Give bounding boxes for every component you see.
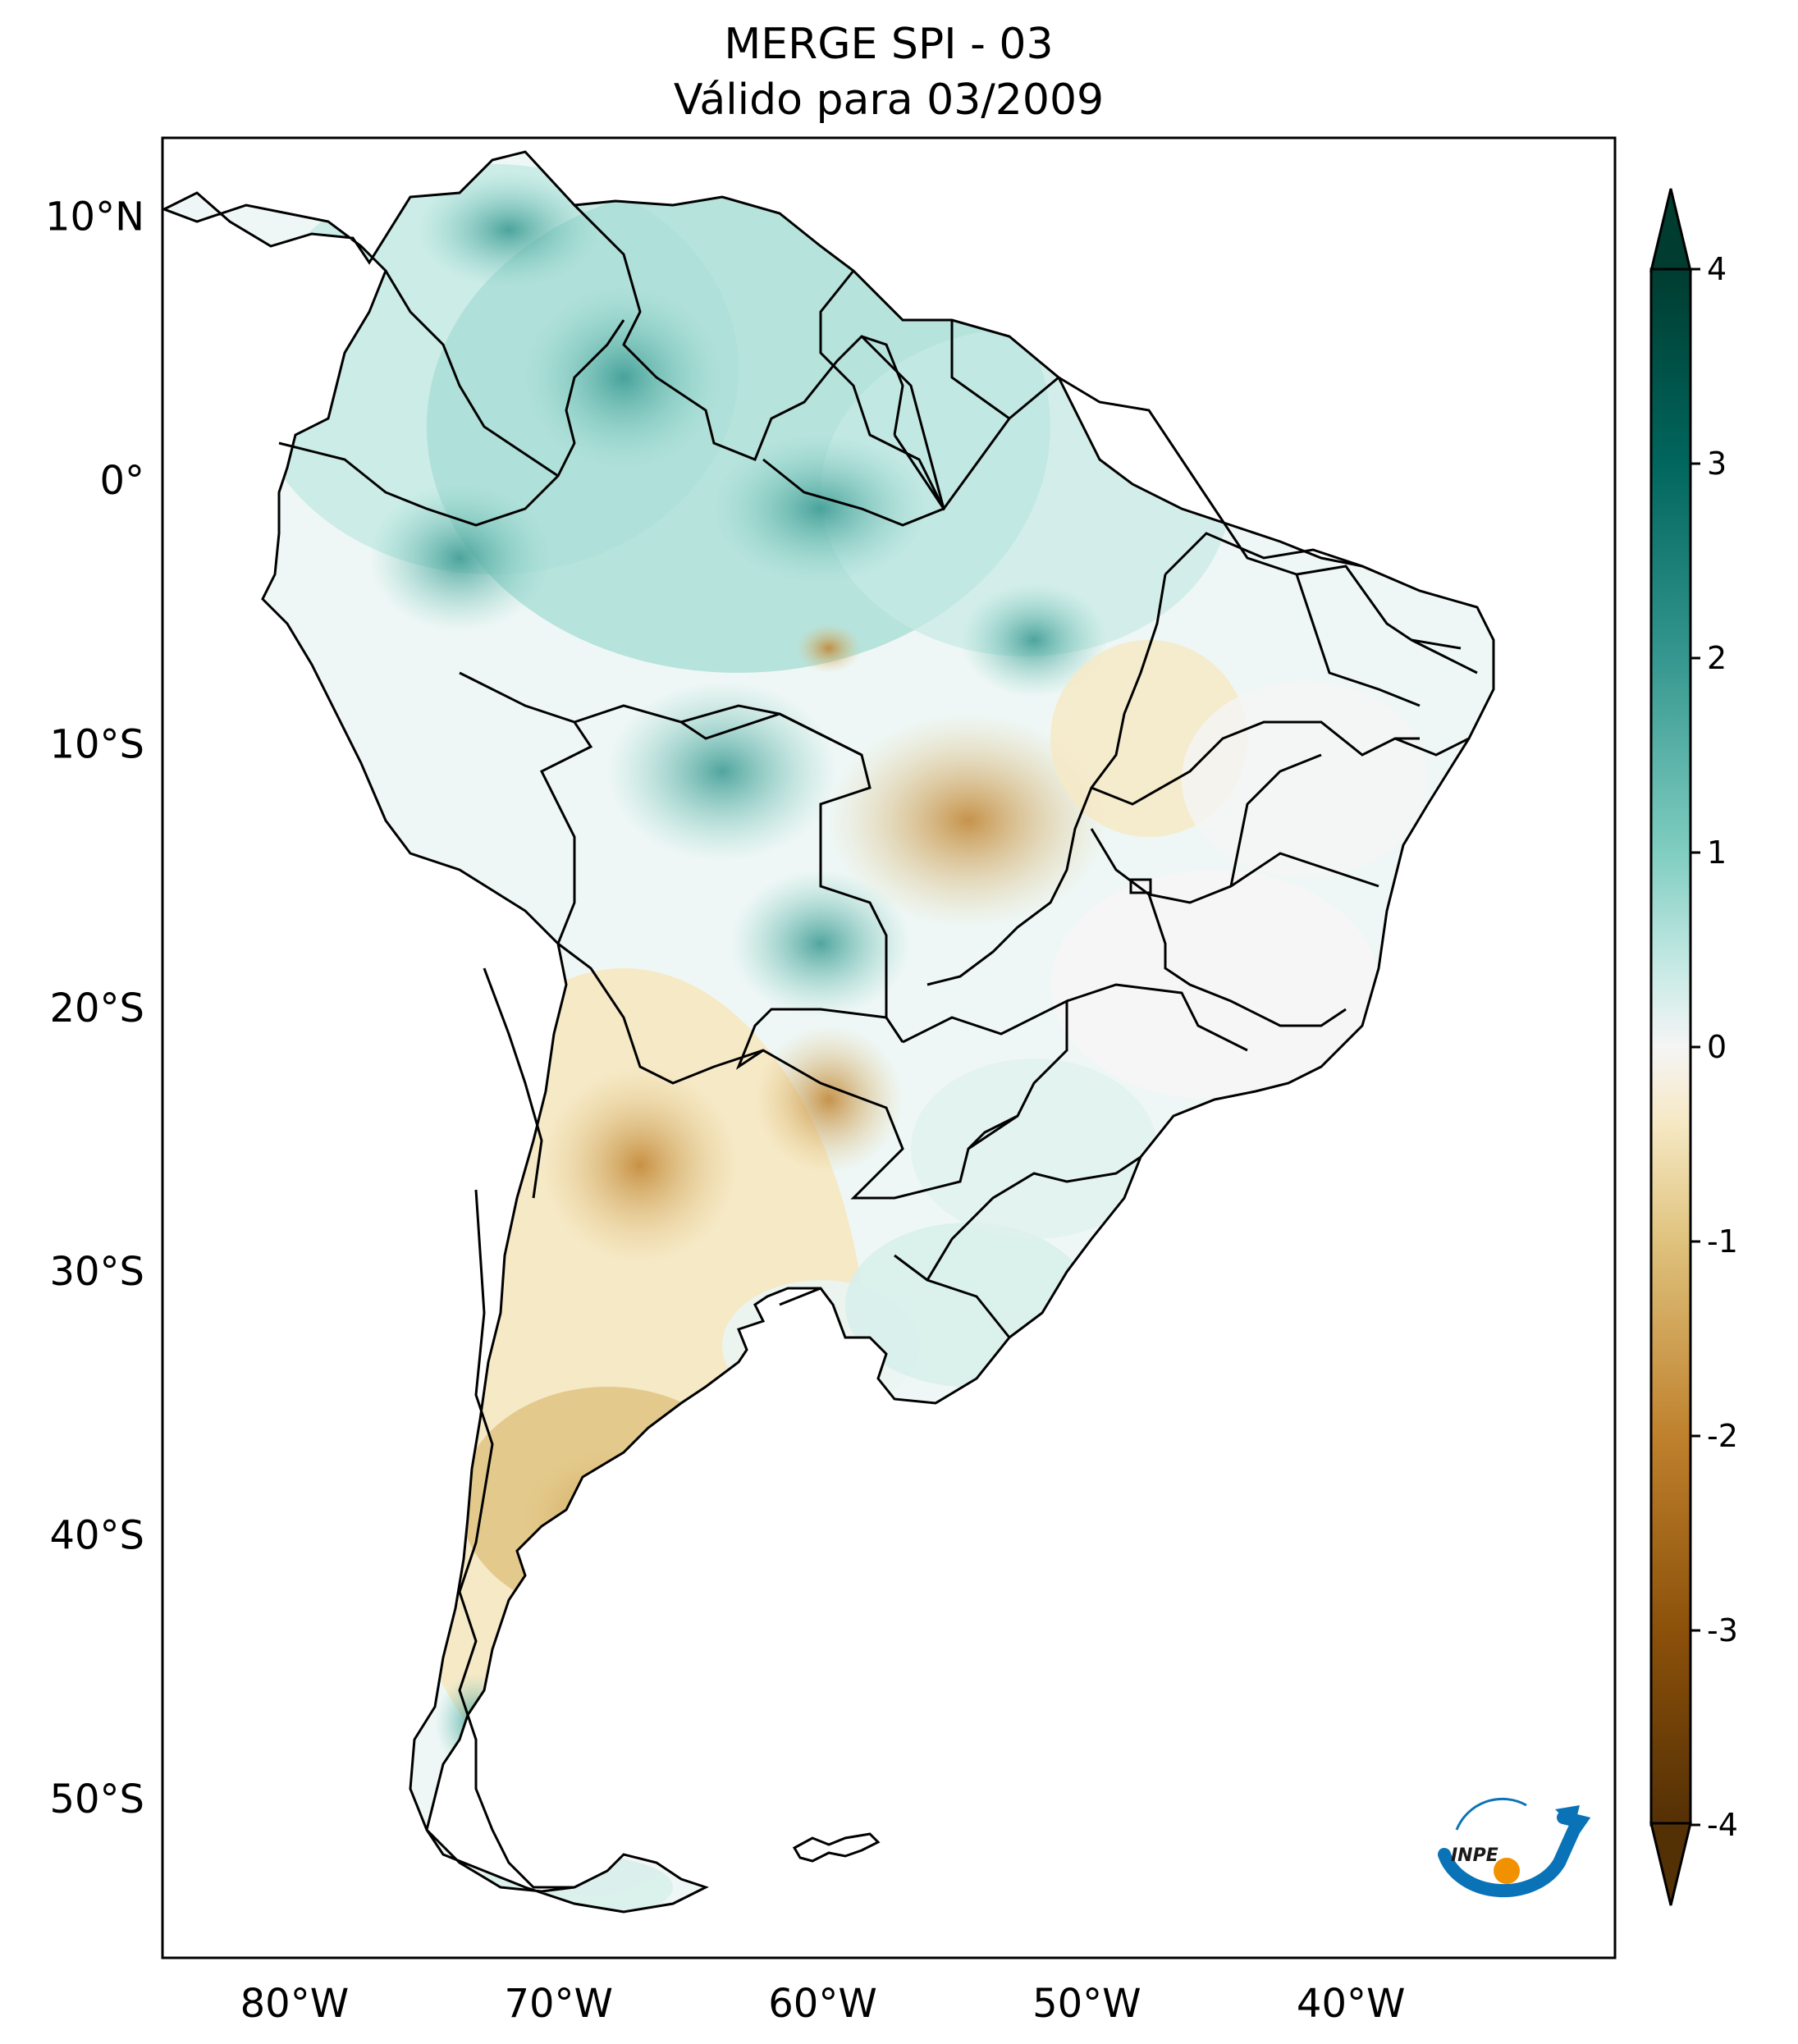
lat-tick-label: 20°S	[49, 985, 144, 1031]
colorbar-max-extend	[1649, 188, 1692, 272]
latitude-labels: 10°N 0° 10°S 20°S 30°S 40°S 50°S	[45, 194, 144, 1822]
colorbar-tick-label: 4	[1707, 251, 1727, 287]
longitude-labels: 80°W 70°W 60°W 50°W 40°W	[240, 1981, 1406, 2027]
lon-tick-label: 70°W	[504, 1981, 613, 2027]
colorbar-tick-label: 2	[1707, 640, 1727, 676]
lon-tick-label: 50°W	[1032, 1981, 1141, 2027]
colorbar-tick-label: 3	[1707, 446, 1727, 482]
map-subtitle: Válido para 03/2009	[673, 75, 1105, 125]
colorbar-min-extend	[1649, 1822, 1692, 1906]
lon-tick-label: 60°W	[768, 1981, 877, 2027]
lon-tick-label: 40°W	[1297, 1981, 1406, 2027]
logo-swoosh	[1438, 1811, 1591, 1898]
lon-tick-label: 80°W	[240, 1981, 350, 2027]
colorbar-bar	[1649, 268, 1692, 1827]
colorbar: 4 3 2 1 0 -1 -2 -3 -4	[1649, 188, 1738, 1906]
logo-orbit-arc	[1455, 1797, 1527, 1831]
lat-tick-label: 10°N	[45, 194, 144, 240]
lat-tick-label: 40°S	[49, 1513, 144, 1559]
logo-arrow-icon	[1555, 1805, 1580, 1828]
inpe-logo: INPE	[1438, 1797, 1591, 1898]
colorbar-tick-label: 1	[1707, 835, 1727, 871]
map-title: MERGE SPI - 03	[724, 20, 1054, 69]
country-borders	[278, 203, 1478, 1889]
colorbar-tick-label: -4	[1707, 1807, 1738, 1843]
lat-tick-label: 30°S	[49, 1249, 144, 1295]
colorbar-tick-label: -3	[1707, 1612, 1738, 1648]
falkland-islands	[792, 1832, 881, 1863]
lat-tick-label: 10°S	[49, 721, 144, 767]
lat-tick-label: 0°	[99, 458, 144, 504]
colorbar-tick-label: -1	[1707, 1223, 1738, 1260]
lat-tick-label: 50°S	[49, 1776, 144, 1822]
logo-text: INPE	[1451, 1845, 1498, 1866]
colorbar-tick-label: -2	[1707, 1418, 1738, 1454]
logo-sun-dot	[1494, 1858, 1520, 1884]
colorbar-ticks: 4 3 2 1 0 -1 -2 -3 -4	[1690, 251, 1738, 1843]
colorbar-tick-label: 0	[1707, 1029, 1727, 1065]
